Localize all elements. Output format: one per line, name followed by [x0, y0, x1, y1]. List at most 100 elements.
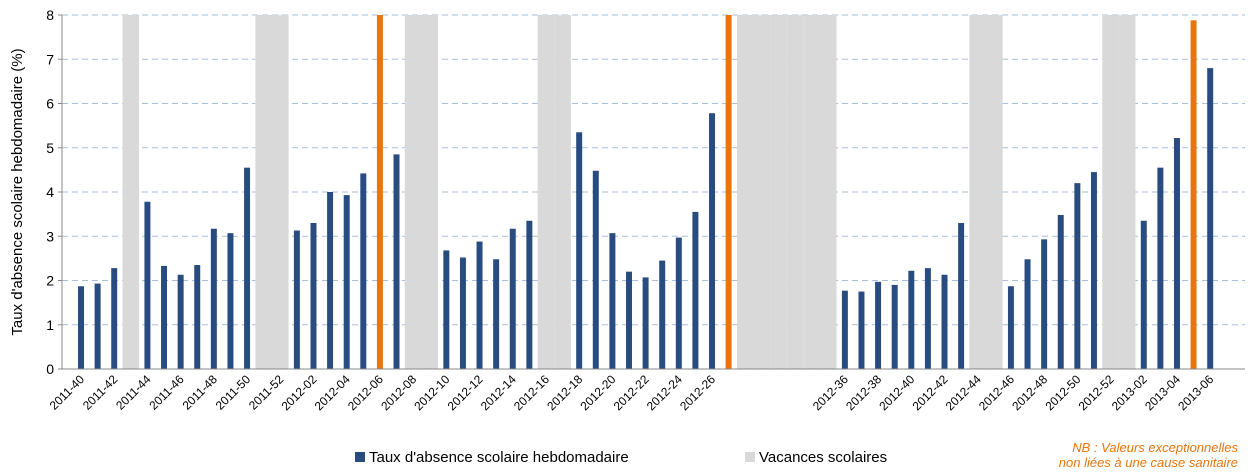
y-tick-label: 2 — [46, 273, 54, 289]
vacation-bar — [1102, 15, 1119, 369]
note: non liées à une cause sanitaire — [1059, 455, 1238, 470]
x-tick-label: 2013-04 — [1142, 372, 1183, 413]
y-tick-label: 3 — [46, 228, 54, 244]
bar — [1207, 68, 1214, 369]
bar — [376, 15, 383, 369]
bar — [194, 265, 201, 369]
y-tick-label: 0 — [46, 361, 54, 377]
x-tick-label: 2012-38 — [843, 372, 884, 413]
bar — [642, 277, 649, 369]
x-tick-label: 2011-42 — [80, 372, 121, 413]
bar — [493, 259, 500, 369]
x-tick-label: 2012-20 — [577, 372, 618, 413]
x-tick-label: 2012-46 — [976, 372, 1017, 413]
bar — [227, 233, 234, 369]
x-tick-label: 2012-12 — [445, 372, 486, 413]
x-tick-label: 2012-04 — [312, 372, 353, 413]
y-axis-title: Taux d'absence scolaire hebdomadaire (%) — [9, 48, 26, 335]
bar — [692, 211, 699, 369]
bar — [310, 222, 317, 369]
bar — [576, 132, 583, 369]
bar — [293, 230, 300, 369]
vacation-bar — [554, 15, 571, 369]
bar — [1173, 138, 1180, 369]
x-tick-label: 2012-06 — [345, 372, 386, 413]
vacation-bar — [1118, 15, 1136, 369]
vacation-bar — [404, 15, 422, 369]
vacation-bar — [421, 15, 439, 369]
bar — [626, 271, 632, 369]
vacation-bar — [736, 15, 754, 369]
x-tick-label: 2012-08 — [378, 372, 419, 413]
x-tick-label: 2012-48 — [1009, 372, 1050, 413]
y-tick-label: 4 — [46, 184, 54, 200]
bar — [78, 286, 84, 369]
x-tick-label: 2012-24 — [644, 372, 685, 413]
bar — [476, 241, 483, 369]
bar — [908, 270, 915, 369]
vacation-bar — [753, 15, 771, 369]
bar — [1090, 172, 1097, 369]
x-tick-label: 2012-02 — [279, 372, 320, 413]
vacation-bar — [537, 15, 555, 369]
x-tick-label: 2012-50 — [1042, 372, 1083, 413]
bar — [592, 170, 599, 369]
bar — [360, 173, 367, 369]
x-tick-label: 2012-26 — [677, 372, 718, 413]
x-tick-label: 2012-10 — [411, 372, 452, 413]
x-tick-label: 2012-22 — [611, 372, 652, 413]
bar — [841, 290, 848, 369]
bar — [1007, 286, 1014, 369]
bar — [725, 15, 732, 369]
x-tick-label: 2011-48 — [180, 372, 221, 413]
vacation-bar — [819, 15, 837, 369]
x-tick-label: 2012-40 — [876, 372, 917, 413]
note: NB : Valeurs exceptionnelles — [1072, 440, 1238, 455]
bar — [526, 220, 533, 369]
vacation-bar — [969, 15, 987, 369]
legend-swatch — [355, 452, 365, 462]
x-tick-label: 2012-18 — [544, 372, 585, 413]
y-tick-label: 8 — [46, 7, 54, 23]
vacation-bar — [786, 15, 804, 369]
bar — [443, 250, 450, 369]
vacation-bar — [803, 15, 820, 369]
bar — [393, 154, 400, 369]
bar — [958, 222, 965, 369]
bar — [675, 237, 682, 369]
bar — [609, 233, 616, 369]
bar — [709, 113, 716, 369]
bar — [924, 268, 931, 369]
legend-swatch — [745, 452, 755, 462]
bar — [875, 281, 882, 369]
vacation-bar — [271, 15, 289, 369]
x-tick-label: 2013-06 — [1175, 372, 1216, 413]
x-tick-label: 2012-52 — [1076, 372, 1117, 413]
bar — [1041, 239, 1048, 369]
bar — [891, 284, 898, 369]
legend-label: Taux d'absence scolaire hebdomadaire — [369, 449, 629, 466]
bar — [1157, 167, 1164, 369]
vacation-bar — [122, 15, 140, 369]
legend-label: Vacances scolaires — [759, 449, 887, 466]
bar — [161, 265, 168, 369]
bar — [1024, 259, 1031, 369]
bar — [111, 268, 118, 369]
bar — [659, 260, 666, 369]
bar — [144, 201, 151, 369]
x-tick-label: 2012-16 — [511, 372, 552, 413]
x-tick-label: 2011-44 — [113, 372, 154, 413]
bar — [1140, 220, 1147, 369]
bar — [327, 192, 334, 369]
bar — [1057, 215, 1064, 369]
bar — [343, 195, 350, 369]
x-tick-label: 2012-44 — [943, 372, 984, 413]
vacation-bar — [770, 15, 787, 369]
x-tick-label: 2011-50 — [213, 372, 254, 413]
bar — [244, 167, 251, 369]
y-tick-label: 5 — [46, 140, 54, 156]
x-tick-label: 2011-46 — [146, 372, 187, 413]
x-tick-label: 2012-42 — [910, 372, 951, 413]
vacation-bar — [255, 15, 272, 369]
